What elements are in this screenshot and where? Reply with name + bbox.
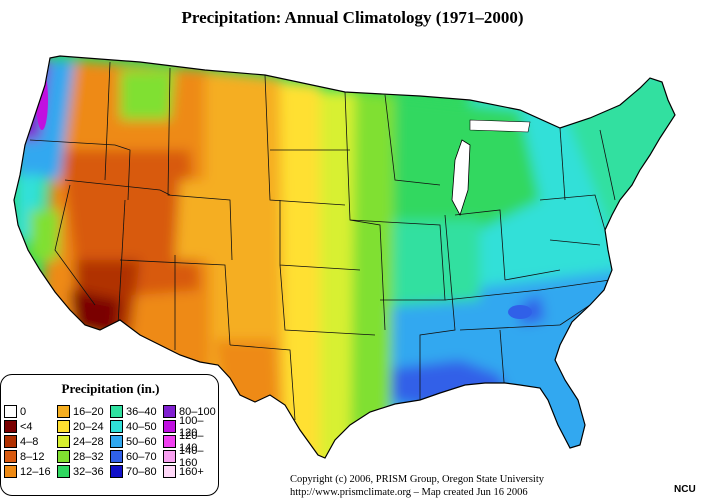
legend-item: 100–120 <box>163 415 216 439</box>
legend-item: 0 <box>4 404 57 419</box>
legend-swatch <box>4 435 17 448</box>
legend-swatch <box>4 405 17 418</box>
legend-label: 0 <box>20 405 27 418</box>
copyright-text: Copyright (c) 2006, PRISM Group, Oregon … <box>290 474 545 485</box>
legend-label: 60–70 <box>126 450 157 463</box>
legend-column: 36–40 40–50 50–60 60–70 70–80 <box>110 404 163 479</box>
legend-swatch <box>57 420 70 433</box>
legend-title: Precipitation (in.) <box>61 381 160 396</box>
legend-label: 16–20 <box>73 405 104 418</box>
credit-label: NCU <box>674 484 696 495</box>
legend-item: 16–20 <box>57 404 110 419</box>
legend-label: 36–40 <box>126 405 157 418</box>
legend-label: 40–50 <box>126 420 157 433</box>
legend-item: 80–100 <box>163 404 216 419</box>
legend-swatch <box>110 405 123 418</box>
legend-item: 24–28 <box>57 434 110 449</box>
legend-item: 50–60 <box>110 434 163 449</box>
legend-item: 20–24 <box>57 419 110 434</box>
legend-label: 24–28 <box>73 435 104 448</box>
copyright-block: Copyright (c) 2006, PRISM Group, Oregon … <box>290 473 544 499</box>
legend-column: 16–20 20–24 24–28 28–32 32–36 <box>57 404 110 479</box>
legend-column: 80–100 100–120 120–140 140–160 160+ <box>163 404 216 479</box>
legend-swatch <box>163 420 176 433</box>
source-line: http://www.prismclimate.org – Map create… <box>290 487 528 498</box>
legend-label: 120–140 <box>179 429 204 454</box>
legend-label: 160+ <box>179 465 204 478</box>
legend-swatch <box>57 465 70 478</box>
legend-swatch <box>4 465 17 478</box>
legend-label: 100–120 <box>179 414 204 439</box>
legend-item: 140–160 <box>163 445 216 469</box>
legend-label: 12–16 <box>20 465 51 478</box>
legend-swatch <box>163 450 176 463</box>
legend-label: <4 <box>20 420 33 433</box>
legend-label: 80–100 <box>179 405 216 418</box>
legend: Precipitation (in.) 0 <4 4–8 8–12 12–16 16–20… <box>0 374 219 496</box>
legend-item: 120–140 <box>163 430 216 454</box>
legend-swatch <box>163 465 176 478</box>
legend-item: <4 <box>4 419 57 434</box>
legend-item: 60–70 <box>110 449 163 464</box>
legend-swatch <box>110 420 123 433</box>
legend-swatch <box>163 435 176 448</box>
legend-label: 28–32 <box>73 450 104 463</box>
legend-label: 20–24 <box>73 420 104 433</box>
legend-swatch <box>4 450 17 463</box>
legend-swatch <box>4 420 17 433</box>
legend-columns: 0 <4 4–8 8–12 12–16 16–20 20–24 24–28 28–32 32–36… <box>4 404 216 479</box>
legend-swatch <box>57 450 70 463</box>
legend-swatch <box>110 435 123 448</box>
legend-item: 8–12 <box>4 449 57 464</box>
legend-item: 36–40 <box>110 404 163 419</box>
legend-item: 160+ <box>163 464 216 479</box>
legend-label: 4–8 <box>20 435 39 448</box>
legend-label: 32–36 <box>73 465 104 478</box>
map-title: Precipitation: Annual Climatology (1971–… <box>181 8 524 27</box>
legend-item: 70–80 <box>110 464 163 479</box>
legend-item: 32–36 <box>57 464 110 479</box>
legend-label: 8–12 <box>20 450 45 463</box>
legend-label: 50–60 <box>126 435 157 448</box>
legend-item: 28–32 <box>57 449 110 464</box>
legend-item: 40–50 <box>110 419 163 434</box>
legend-swatch <box>57 405 70 418</box>
legend-column: 0 <4 4–8 8–12 12–16 <box>4 404 57 479</box>
legend-swatch <box>57 435 70 448</box>
legend-swatch <box>110 465 123 478</box>
legend-swatch <box>163 405 176 418</box>
legend-label: 140–160 <box>179 444 204 469</box>
legend-swatch <box>110 450 123 463</box>
legend-item: 4–8 <box>4 434 57 449</box>
legend-item: 12–16 <box>4 464 57 479</box>
legend-label: 70–80 <box>126 465 157 478</box>
